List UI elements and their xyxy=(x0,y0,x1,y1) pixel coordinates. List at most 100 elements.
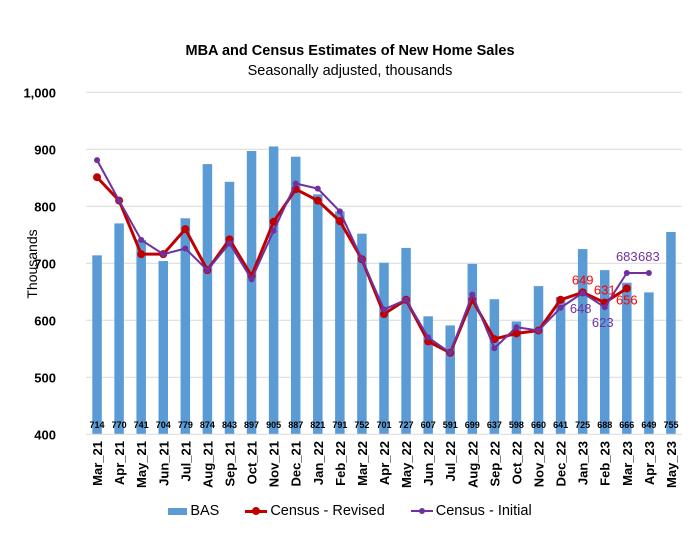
bar-data-label: 843 xyxy=(222,420,237,430)
census-initial-point xyxy=(182,245,189,252)
census-initial-point xyxy=(314,185,321,192)
legend: BAS Census - Revised Census - Initial xyxy=(0,503,700,519)
census-revised-point xyxy=(137,250,146,259)
bar-data-label: 704 xyxy=(156,420,171,430)
census-initial-data-label: 683 xyxy=(638,249,660,264)
bar-data-label: 598 xyxy=(509,420,524,430)
census-revised-point xyxy=(335,217,344,226)
legend-label-bas: BAS xyxy=(190,503,220,519)
census-initial-point xyxy=(248,276,255,283)
x-tick-label: Jun_21 xyxy=(156,441,171,486)
bar xyxy=(599,270,610,435)
bar-data-label: 641 xyxy=(553,420,568,430)
x-tick-label: Oct_21 xyxy=(245,441,260,484)
bar-data-label: 741 xyxy=(134,420,149,430)
census-initial-point xyxy=(94,157,101,164)
bar-data-label: 699 xyxy=(465,420,480,430)
bar-data-label: 666 xyxy=(619,420,634,430)
census-initial-point xyxy=(491,345,498,352)
x-tick-label: Jul_21 xyxy=(178,441,193,481)
x-tick-label: Jul_22 xyxy=(443,441,458,481)
bar xyxy=(489,299,500,435)
census-initial-point xyxy=(204,267,211,274)
census-initial-point xyxy=(160,251,167,258)
x-tick-label: Dec_22 xyxy=(554,441,569,487)
census-initial-point xyxy=(447,349,454,356)
bar xyxy=(467,263,478,435)
legend-label-census-revised: Census - Revised xyxy=(270,503,385,519)
bar xyxy=(511,321,522,435)
y-tick-label: 900 xyxy=(34,142,56,157)
x-tick-label: Nov_21 xyxy=(267,441,282,487)
bar xyxy=(423,316,433,435)
legend-item-census-revised: Census - Revised xyxy=(245,503,385,519)
bar-data-label: 755 xyxy=(663,420,678,430)
x-tick-label: Jan_23 xyxy=(576,441,591,485)
census-revised-point xyxy=(380,310,388,319)
x-tick-label: Apr_22 xyxy=(377,441,392,485)
x-tick-label: May_21 xyxy=(134,441,149,488)
bar-data-label: 701 xyxy=(376,420,391,430)
x-tick-label: Oct_22 xyxy=(509,441,524,484)
x-tick-label: Dec_21 xyxy=(289,441,304,487)
y-tick-label: 1,000 xyxy=(23,85,56,100)
census-revised-point xyxy=(556,295,565,304)
bas-data-labels: 714 770 741 704 779 874 843 897 905 887 821 791 752 7… xyxy=(90,420,679,430)
bar-data-label: 874 xyxy=(200,420,215,430)
legend-swatch-census-initial xyxy=(410,508,433,514)
legend-item-census-initial: Census - Initial xyxy=(410,503,532,519)
census-initial-data-label: 648 xyxy=(570,301,592,316)
census-initial-point xyxy=(403,296,410,303)
census-revised-point xyxy=(181,225,190,234)
x-tick-label: Nov_22 xyxy=(532,441,547,487)
census-revised-data-label: 649 xyxy=(572,272,594,287)
census-initial-line xyxy=(96,159,649,354)
x-tick-labels: Mar_21 Apr_21 May_21 Jun_21 Jul_21 Aug_21 Sep_… xyxy=(90,441,679,488)
x-tick-label: Apr_23 xyxy=(642,441,657,485)
census-revised-data-label: 631 xyxy=(594,283,616,298)
x-tick-label: Aug_21 xyxy=(200,441,215,488)
y-tick-label: 600 xyxy=(34,313,56,328)
census-initial-point xyxy=(226,240,233,247)
census-initial-point xyxy=(535,327,542,334)
bar-data-label: 821 xyxy=(310,420,325,430)
legend-swatch-census-revised xyxy=(245,506,268,515)
census-revised-point xyxy=(622,284,631,293)
census-initial-point xyxy=(469,291,476,298)
legend-swatch-bas xyxy=(168,507,188,515)
bar xyxy=(379,262,389,435)
bar xyxy=(136,239,146,435)
x-tick-label: Mar_23 xyxy=(620,441,635,486)
census-revised-point xyxy=(269,217,278,226)
census-initial-data-label: 623 xyxy=(592,315,614,330)
bar-data-label: 688 xyxy=(597,420,612,430)
bar xyxy=(246,151,257,435)
bar-data-label: 897 xyxy=(244,420,259,430)
bar xyxy=(555,296,566,435)
bar-data-label: 779 xyxy=(178,420,193,430)
census-initial-point xyxy=(579,289,586,296)
census-revised-point xyxy=(313,196,322,205)
census-revised-point xyxy=(93,173,102,182)
census-initial-point xyxy=(381,306,387,313)
census-initial-point xyxy=(645,269,652,276)
x-tick-label: May_22 xyxy=(399,441,414,488)
census-initial-point xyxy=(358,256,365,263)
bar-data-label: 752 xyxy=(354,420,369,430)
chart-title: MBA and Census Estimates of New Home Sal… xyxy=(185,43,515,59)
bar-data-label: 887 xyxy=(288,420,303,430)
bar xyxy=(357,233,367,435)
census-revised-data-label: 656 xyxy=(616,292,638,307)
bar-data-label: 637 xyxy=(487,420,502,430)
census-initial-point xyxy=(557,304,564,311)
x-tick-label: Aug_22 xyxy=(465,441,480,488)
bar-data-label: 727 xyxy=(399,420,414,430)
bar xyxy=(92,255,102,435)
bar xyxy=(180,218,191,435)
census-initial-point xyxy=(270,227,277,234)
bar xyxy=(268,146,279,435)
x-tick-label: Feb_23 xyxy=(598,441,613,486)
census-initial-point xyxy=(336,208,343,215)
